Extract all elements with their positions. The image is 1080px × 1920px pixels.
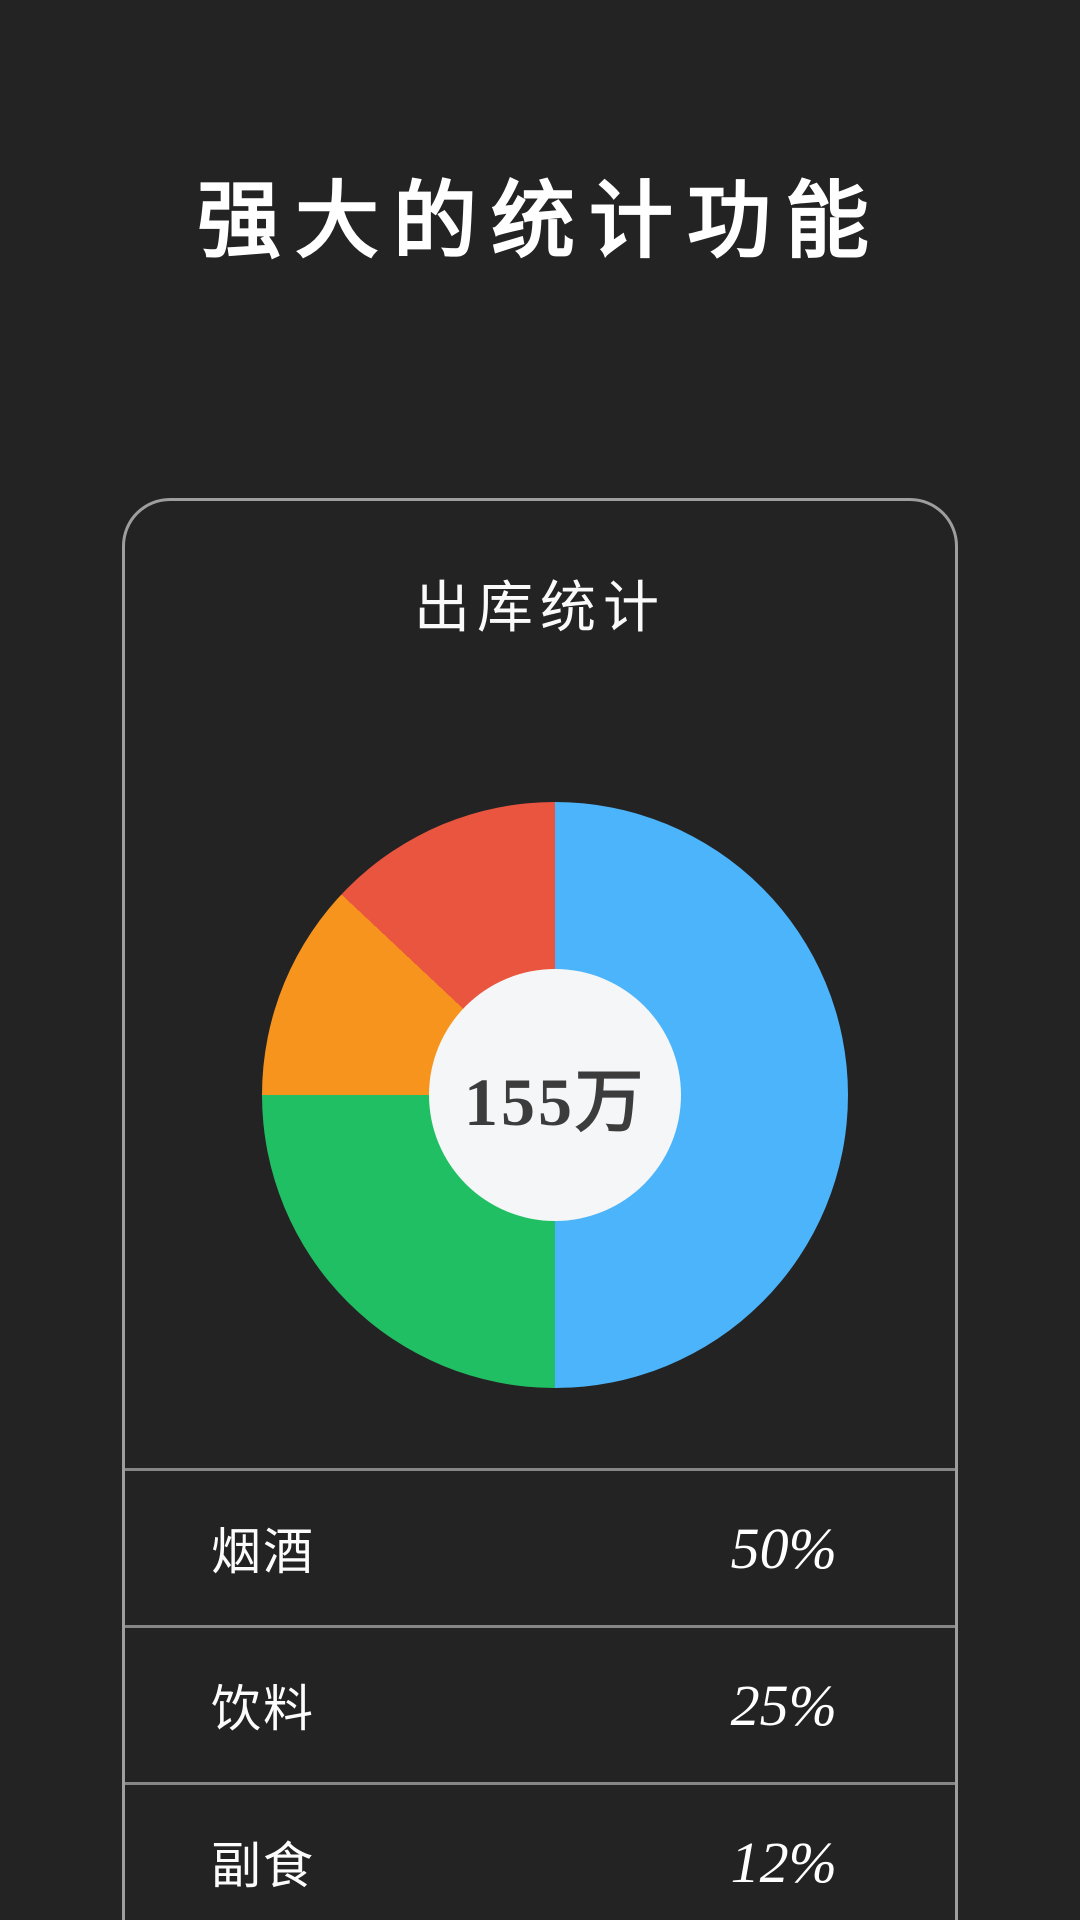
donut-center-label: 155万	[463, 1063, 646, 1140]
donut-hole: 155万	[429, 969, 681, 1221]
legend-row-label: 副食	[211, 1838, 315, 1894]
legend-row-percent: 25%	[730, 1672, 837, 1738]
legend-row: 烟酒 50%	[125, 1468, 955, 1625]
donut-chart-area: 155万	[262, 802, 848, 1388]
legend-row: 副食 12%	[125, 1782, 955, 1920]
legend-row-label: 烟酒	[211, 1524, 315, 1580]
legend-list: 烟酒 50% 饮料 25% 副食 12%	[125, 1468, 955, 1920]
legend-row: 饮料 25%	[125, 1625, 955, 1782]
legend-row-percent: 50%	[730, 1515, 837, 1581]
page-title: 强大的统计功能	[196, 171, 883, 270]
stats-card: 出库统计 155万 烟酒 50% 饮料 25% 副食 12%	[122, 498, 958, 1920]
legend-row-percent: 12%	[730, 1829, 837, 1895]
legend-row-label: 饮料	[211, 1681, 315, 1737]
card-title: 出库统计	[414, 576, 666, 639]
